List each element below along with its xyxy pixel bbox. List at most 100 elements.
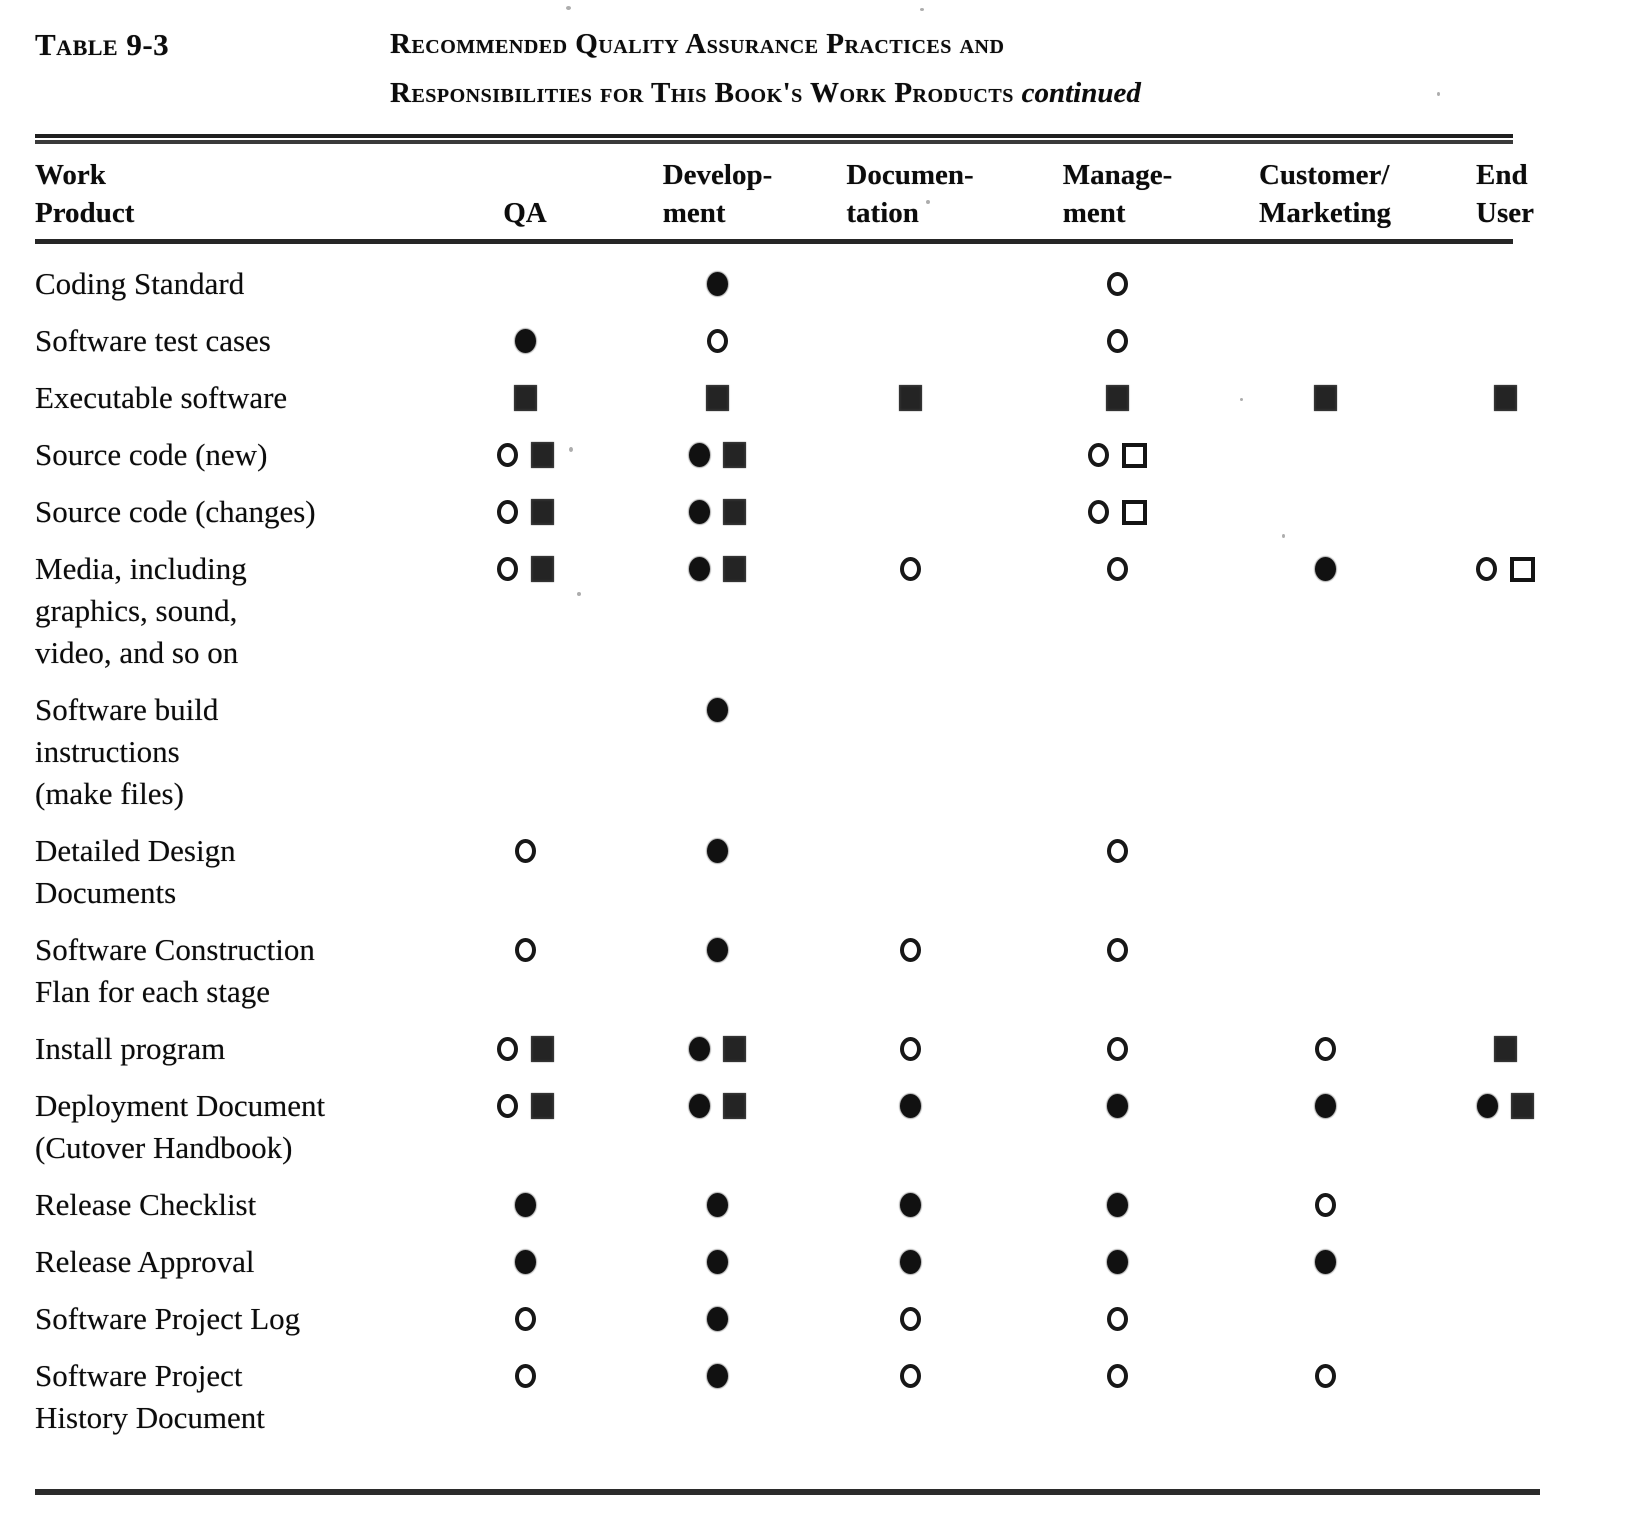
table-tag: Table 9-3 [35, 27, 170, 62]
filled-circle-marker [689, 1094, 710, 1118]
table-row: Source code (changes) [35, 491, 1635, 533]
open-square-marker [1122, 499, 1147, 525]
bottom-rule [35, 1489, 1540, 1495]
table-title-line2: Responsibilities for This Book's Work Pr… [390, 69, 1141, 118]
cell-development [580, 263, 855, 305]
cell-end-user [1380, 1355, 1630, 1397]
column-header-line: Develop- [662, 159, 773, 191]
filled-circle-marker [514, 1193, 536, 1217]
filled-circle-marker [899, 1094, 921, 1118]
filled-circle-marker [1314, 1250, 1336, 1274]
cell-end-user [1380, 434, 1630, 476]
cell-qa [470, 1184, 580, 1226]
cell-development [580, 1184, 855, 1226]
column-header-text: Work Product [35, 156, 134, 232]
open-circle-marker [496, 1094, 518, 1118]
column-header-text: Customer/Marketing [1259, 156, 1391, 232]
cell-management [965, 434, 1270, 476]
cell-management [965, 1298, 1270, 1340]
cell-management [965, 1241, 1270, 1283]
cell-customer-marketing [1270, 1298, 1380, 1340]
cell-qa [470, 689, 580, 731]
cell-end-user [1380, 929, 1630, 971]
filled-circle-marker [689, 1037, 710, 1061]
work-product-label-line: Deployment Document [35, 1088, 326, 1123]
filled-square-marker [530, 442, 554, 468]
cell-development [580, 929, 855, 971]
cell-management [965, 491, 1270, 533]
open-circle-marker [1107, 938, 1128, 962]
cell-end-user [1380, 830, 1630, 872]
work-product-label: Software Construction Flan for each stage [35, 929, 470, 1013]
open-circle-marker [899, 938, 921, 962]
table-row: Software Project History Document [35, 1355, 1635, 1439]
work-product-label-line: Documents [35, 875, 177, 910]
table-row: Media, including graphics, sound, video, a… [35, 548, 1635, 674]
cell-management [965, 1028, 1270, 1070]
filled-square-marker [530, 556, 554, 582]
cell-end-user [1380, 1085, 1630, 1127]
column-header-line: Customer/ [1258, 159, 1390, 191]
cell-qa [470, 263, 580, 305]
cell-end-user [1380, 491, 1630, 533]
filled-square-marker [723, 442, 746, 468]
cell-documentation [855, 1355, 965, 1397]
cell-development [580, 320, 855, 362]
top-double-rule [35, 134, 1513, 144]
cell-development [580, 689, 855, 731]
open-circle-marker [514, 839, 536, 863]
cell-management [965, 1085, 1270, 1127]
cell-customer-marketing [1270, 491, 1380, 533]
cell-customer-marketing [1270, 1355, 1380, 1397]
table-title: Recommended Quality Assurance Practices … [390, 20, 1141, 118]
cell-documentation [855, 929, 965, 971]
open-circle-marker [496, 443, 518, 467]
cell-documentation [855, 320, 965, 362]
work-product-label-line: Source code (changes) [35, 494, 316, 529]
cell-qa [470, 320, 580, 362]
column-header-documentation: Documen-tation [846, 156, 973, 232]
column-header-line: Product [35, 197, 135, 229]
column-header-development: Develop-ment [580, 156, 855, 232]
work-product-label-line: Software Project Log [35, 1301, 301, 1336]
work-product-label-line: Media, including [35, 551, 247, 586]
table-row: Release Approval [35, 1241, 1635, 1283]
cell-qa [470, 1298, 580, 1340]
scan-speck [569, 447, 573, 452]
cell-management [965, 929, 1270, 971]
cell-development [580, 1355, 855, 1397]
cell-end-user [1380, 1298, 1630, 1340]
column-header-line: Documen- [846, 159, 974, 191]
open-circle-marker [899, 1037, 921, 1061]
cell-end-user [1380, 263, 1630, 305]
open-circle-marker [1107, 557, 1128, 581]
work-product-label: Install program [35, 1028, 470, 1070]
work-product-label-line: Software Project [35, 1358, 243, 1393]
column-header-management: Manage-ment [965, 156, 1270, 232]
open-circle-marker [1107, 329, 1128, 353]
filled-circle-marker [707, 272, 728, 296]
filled-square-marker [1510, 1093, 1534, 1119]
cell-qa [470, 1241, 580, 1283]
filled-square-marker [723, 1036, 746, 1062]
column-header-customer_marketing: Customer/Marketing [1259, 156, 1391, 232]
cell-development [580, 830, 855, 872]
column-header-text: QA [503, 156, 547, 232]
filled-circle-marker [707, 938, 728, 962]
cell-end-user [1380, 689, 1630, 731]
filled-circle-marker [1476, 1094, 1498, 1118]
table-row: Software test cases [35, 320, 1635, 362]
filled-circle-marker [707, 698, 728, 722]
cell-documentation [855, 548, 965, 590]
table-row: Software Construction Flan for each stage [35, 929, 1635, 1013]
table-row: Deployment Document (Cutover Handbook) [35, 1085, 1635, 1169]
cell-documentation [855, 1085, 965, 1127]
cell-documentation [855, 491, 965, 533]
filled-circle-marker [707, 1364, 728, 1388]
table-row: Software build instructions (make files) [35, 689, 1635, 815]
work-product-label-line: Software build [35, 692, 219, 727]
work-product-label-line: Executable software [35, 380, 288, 415]
work-product-label: Software Project History Document [35, 1355, 470, 1439]
open-circle-marker [1107, 839, 1128, 863]
